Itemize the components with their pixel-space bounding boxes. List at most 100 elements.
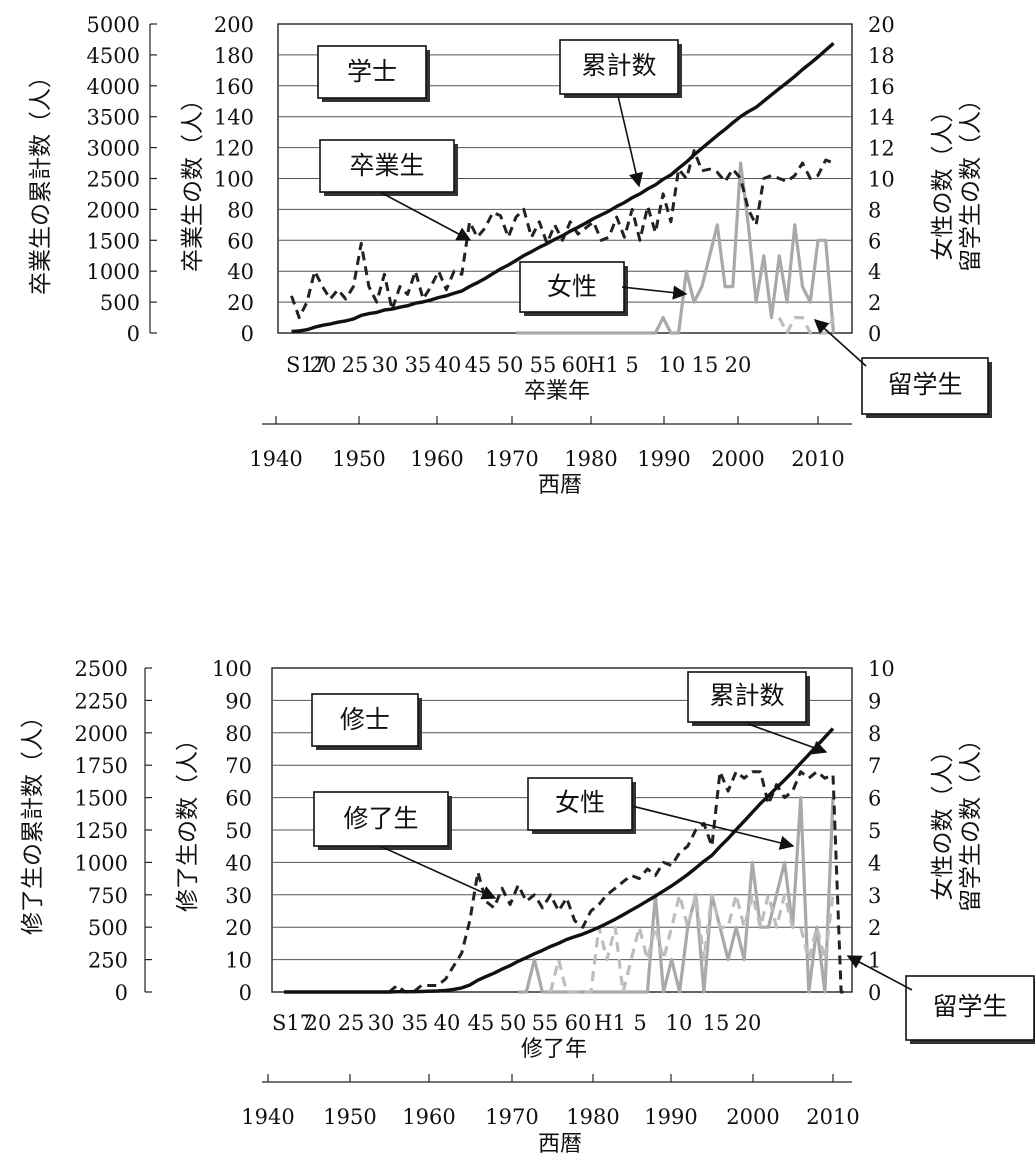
y-right-axis-title-international: 留学生の数（人） xyxy=(958,88,984,272)
era-tick-label: 60 xyxy=(565,1011,592,1035)
y-left-tick-label: 80 xyxy=(227,198,254,222)
year-tick-label: 2010 xyxy=(791,447,844,471)
era-tick-label: 35 xyxy=(405,353,432,377)
x-era-axis-title: 卒業年 xyxy=(524,379,590,404)
callout-graduates-label: 修了生 xyxy=(343,804,418,833)
callout-arrow xyxy=(617,95,644,188)
series-line-累計数 xyxy=(284,727,835,994)
y-left-tick-label: 140 xyxy=(214,106,254,130)
y-left-tick-label: 20 xyxy=(227,291,254,315)
era-tick-label: 10 xyxy=(659,353,686,377)
y-outer-tick-label: 1500 xyxy=(87,229,140,253)
y-right-tick-label: 6 xyxy=(868,787,881,811)
y-left-tick-label: 10 xyxy=(225,949,252,973)
callout-graduates xyxy=(313,791,449,847)
chart-title-box-label: 学士 xyxy=(347,57,397,86)
y-right-tick-label: 2 xyxy=(868,916,881,940)
callout-female xyxy=(519,261,625,313)
year-tick-label: 1940 xyxy=(241,1105,294,1129)
era-tick-label: 30 xyxy=(368,1011,395,1035)
series-line-累計数 xyxy=(291,42,835,334)
callout-graduates xyxy=(319,139,455,193)
year-tick-label: 1950 xyxy=(332,447,385,471)
series-line-留学生 xyxy=(777,316,835,335)
era-tick-label: S17 xyxy=(272,1011,313,1035)
era-tick-label: H1 xyxy=(594,1011,626,1035)
y-left-tick-label: 0 xyxy=(239,981,252,1005)
callout-arrow xyxy=(846,955,913,991)
callout-arrow xyxy=(379,191,472,241)
y-right-tick-label: 14 xyxy=(868,106,895,130)
y-left-tick-label: 120 xyxy=(214,137,254,161)
y-left-tick-label: 40 xyxy=(225,851,252,875)
x-year-axis-title: 西暦 xyxy=(538,1132,582,1157)
callout-arrow xyxy=(631,805,795,850)
callout-cumulative xyxy=(559,39,679,95)
era-tick-label: 15 xyxy=(703,1011,730,1035)
y-right-tick-label: 8 xyxy=(868,198,881,222)
era-tick-label: 20 xyxy=(310,353,337,377)
y-left-tick-label: 60 xyxy=(227,229,254,253)
era-tick-label: 30 xyxy=(372,353,399,377)
callout-cumulative-label: 累計数 xyxy=(709,681,784,710)
y-right-tick-label: 2 xyxy=(868,291,881,315)
era-tick-label: 40 xyxy=(434,1011,461,1035)
era-tick-label: 20 xyxy=(725,353,752,377)
y-right-tick-label: 12 xyxy=(868,137,895,161)
y-right-tick-label: 4 xyxy=(868,260,881,284)
year-tick-label: 1950 xyxy=(323,1105,376,1129)
y-outer-tick-label: 2250 xyxy=(75,689,128,713)
year-tick-label: 2010 xyxy=(806,1105,859,1129)
era-tick-label: 20 xyxy=(735,1011,762,1035)
chart-title-box-label: 修士 xyxy=(340,705,390,734)
era-tick-label: 25 xyxy=(338,1011,365,1035)
y-outer-tick-label: 4000 xyxy=(87,75,140,99)
y-left-tick-label: 200 xyxy=(214,13,254,37)
chart-title-box xyxy=(311,693,419,747)
era-tick-label: 15 xyxy=(692,353,719,377)
year-tick-label: 2000 xyxy=(726,1105,779,1129)
y-right-tick-label: 8 xyxy=(868,722,881,746)
y-right-tick-label: 5 xyxy=(868,819,881,843)
y-outer-tick-label: 1000 xyxy=(87,260,140,284)
y-right-tick-label: 0 xyxy=(868,981,881,1005)
series-line-女性 xyxy=(516,161,836,335)
era-tick-label: 55 xyxy=(530,353,557,377)
y-right-tick-label: 4 xyxy=(868,851,881,875)
y-left-tick-label: 100 xyxy=(214,168,254,192)
y-outer-tick-label: 250 xyxy=(88,949,128,973)
era-tick-label: 25 xyxy=(342,353,369,377)
callout-female xyxy=(527,777,633,831)
x-era-axis-title: 修了年 xyxy=(521,1037,587,1062)
y-outer-tick-label: 2000 xyxy=(87,198,140,222)
y-right-tick-label: 6 xyxy=(868,229,881,253)
y-outer-tick-label: 2500 xyxy=(87,168,140,192)
y-right-tick-label: 1 xyxy=(868,949,881,973)
callout-arrow xyxy=(621,285,688,300)
y-left-tick-label: 180 xyxy=(214,44,254,68)
year-tick-label: 1940 xyxy=(249,447,302,471)
callout-cumulative-label: 累計数 xyxy=(581,51,656,80)
series-line-卒業生 xyxy=(290,149,835,320)
y-left-tick-label: 30 xyxy=(225,884,252,908)
era-tick-label: 5 xyxy=(633,1011,646,1035)
era-tick-label: H1 xyxy=(587,353,619,377)
y-outer-tick-label: 0 xyxy=(127,322,140,346)
chart-title-box xyxy=(317,45,427,99)
y-left-tick-label: 50 xyxy=(225,819,252,843)
callout-female-label: 女性 xyxy=(547,272,597,301)
y-right-tick-label: 7 xyxy=(868,754,881,778)
era-tick-label: 20 xyxy=(305,1011,332,1035)
y-outer-tick-label: 500 xyxy=(88,916,128,940)
y-outer-axis-title: 卒業生の累計数（人） xyxy=(28,65,54,295)
y-right-tick-label: 3 xyxy=(868,884,881,908)
callout-arrow xyxy=(813,319,867,367)
y-left-tick-label: 20 xyxy=(225,916,252,940)
callout-international xyxy=(861,357,989,415)
year-tick-label: 1970 xyxy=(485,1105,538,1129)
y-left-tick-label: 0 xyxy=(241,322,254,346)
y-left-axis-title: 卒業生の数（人） xyxy=(180,88,206,272)
